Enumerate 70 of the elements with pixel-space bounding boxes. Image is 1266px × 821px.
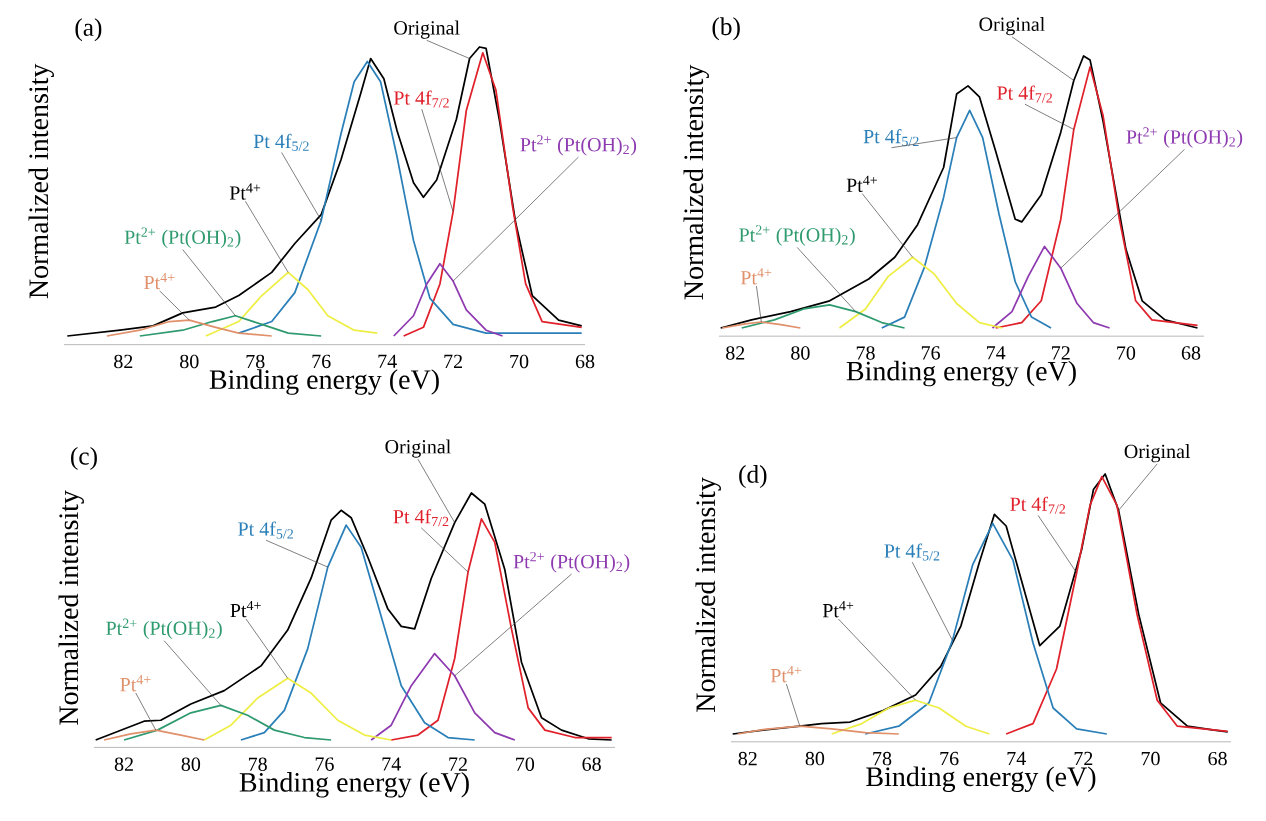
x-tick-label: 70 bbox=[1117, 346, 1136, 360]
x-tick-label: 78 bbox=[248, 757, 267, 771]
chart-title: (d) bbox=[739, 465, 767, 489]
series-label: Pt 4f$_{7/2}$ bbox=[1010, 496, 1066, 514]
x-axis-title: Binding energy (eV) bbox=[209, 369, 439, 395]
text: Pt$^{2+}$ (Pt(OH)$_{2}$) bbox=[106, 618, 222, 640]
x-tick-label: 76 bbox=[940, 751, 959, 766]
x-axis-title: Binding energy (eV) bbox=[846, 360, 1076, 387]
x-tick-label: 74 bbox=[378, 354, 397, 368]
text: Pt$^{4+}$ bbox=[846, 175, 877, 193]
x-tick-label: 82 bbox=[114, 354, 133, 369]
text: Pt$^{4+}$ bbox=[770, 666, 802, 683]
x-tick-label: 72 bbox=[449, 757, 467, 771]
text: Pt$^{2+}$ (Pt(OH)$_{2}$) bbox=[739, 225, 855, 246]
series-label: Pt 4f$_{7/2}$ bbox=[997, 85, 1052, 103]
x-tick-label: 80 bbox=[805, 751, 825, 766]
text: Pt$^{2+}$ (Pt(OH)$_{2}$) bbox=[1126, 127, 1243, 148]
y-axis-title: Normalized intensity bbox=[28, 63, 54, 299]
chart-title: (a) bbox=[75, 18, 102, 42]
x-tick-label: 74 bbox=[987, 346, 1006, 360]
x-tick-label: 70 bbox=[516, 757, 535, 771]
x-tick-label: 82 bbox=[738, 751, 757, 766]
text: Pt$^{2+}$ (Pt(OH)$_{2}$) bbox=[520, 135, 637, 156]
x-tick-label: 68 bbox=[1208, 751, 1227, 766]
text: Pt$^{2+}$ (Pt(OH)$_{2}$) bbox=[124, 227, 241, 248]
series-label: Pt 4f$_{5/2}$ bbox=[884, 543, 940, 561]
x-tick-label: 70 bbox=[1141, 751, 1160, 766]
x-tick-label: 68 bbox=[582, 757, 601, 771]
y-axis-title: Normalized intensity bbox=[58, 490, 84, 725]
x-tick-label: 82 bbox=[726, 346, 745, 360]
x-tick-label: 78 bbox=[873, 751, 892, 766]
x-tick-label: 82 bbox=[114, 757, 133, 771]
series-label: Pt$^{4+}$ bbox=[144, 272, 175, 290]
x-tick-label: 68 bbox=[575, 354, 595, 369]
text: Pt$^{2+}$ (Pt(OH)$_{2}$) bbox=[513, 551, 630, 573]
text: Original bbox=[385, 439, 451, 458]
x-tick-label: 76 bbox=[315, 757, 334, 771]
text: Pt$^{4+}$ bbox=[822, 601, 854, 618]
chart-title: (b) bbox=[712, 17, 740, 41]
x-axis-title: Binding energy (eV) bbox=[239, 772, 469, 798]
x-tick-label: 68 bbox=[1181, 346, 1201, 360]
x-tick-label: 76 bbox=[921, 346, 940, 360]
x-tick-label: 80 bbox=[180, 354, 199, 369]
x-tick-label: 80 bbox=[181, 757, 201, 771]
y-axis-title: Normalized intensity bbox=[683, 64, 709, 300]
x-tick-label: 78 bbox=[856, 346, 875, 360]
x-tick-label: 72 bbox=[444, 354, 462, 368]
x-tick-label: 76 bbox=[312, 354, 331, 369]
series-label: Original bbox=[394, 20, 460, 39]
y-axis-title: Normalized intensity bbox=[695, 477, 721, 712]
series-label: Pt$^{4+}$ bbox=[120, 675, 151, 692]
x-tick-label: 74 bbox=[1007, 751, 1026, 766]
x-tick-label: 74 bbox=[382, 757, 401, 771]
x-tick-label: 70 bbox=[510, 354, 529, 369]
series-label: Original bbox=[1124, 444, 1191, 463]
series-label: Pt 4f$_{5/2}$ bbox=[863, 129, 919, 147]
x-tick-label: 72 bbox=[1052, 346, 1070, 360]
text: Pt$^{4+}$ bbox=[229, 183, 261, 200]
series-label: Pt$^{4+}$ bbox=[740, 268, 772, 285]
x-tick-label: 72 bbox=[1074, 751, 1093, 766]
chart-title: (c) bbox=[71, 446, 97, 470]
x-tick-label: 78 bbox=[246, 354, 265, 369]
text: Pt$^{4+}$ bbox=[230, 600, 261, 618]
series-label: Pt 4f$_{5/2}$ bbox=[253, 133, 309, 151]
text: Original bbox=[979, 16, 1045, 36]
series-label: Pt 4f$_{7/2}$ bbox=[393, 90, 449, 108]
x-tick-label: 80 bbox=[791, 346, 810, 360]
x-axis-title: Binding energy (eV) bbox=[866, 766, 1096, 792]
text: Pt 4f$_{5/2}$ bbox=[238, 521, 294, 539]
series-label: Pt 4f$_{7/2}$ bbox=[393, 509, 449, 527]
